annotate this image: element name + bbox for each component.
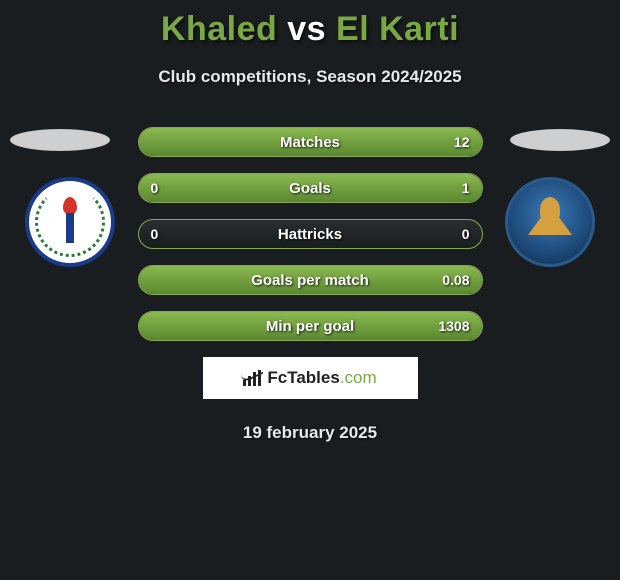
player1-shadow-ellipse (10, 129, 110, 151)
vs-separator: vs (287, 10, 326, 48)
snapshot-date: 19 february 2025 (0, 423, 620, 443)
stat-row: Min per goal1308 (138, 311, 483, 341)
comparison-title: Khaled vs El Karti (0, 0, 620, 49)
brand-name: FcTables (267, 368, 339, 387)
stat-row: Matches12 (138, 127, 483, 157)
stat-label: Min per goal (139, 318, 482, 335)
bar-chart-icon (243, 370, 263, 386)
comparison-body: Matches12 0Goals1 0Hattricks0 Goals per mat… (0, 127, 620, 443)
stat-row: 0Hattricks0 (138, 219, 483, 249)
player2-shadow-ellipse (510, 129, 610, 151)
stat-row: Goals per match0.08 (138, 265, 483, 295)
player1-club-badge (25, 177, 115, 267)
stat-label: Goals per match (139, 272, 482, 289)
player1-name: Khaled (161, 10, 277, 48)
stat-rows-container: Matches12 0Goals1 0Hattricks0 Goals per mat… (138, 127, 483, 341)
pyramids-icon (520, 197, 580, 247)
brand-watermark: FcTables.com (203, 357, 418, 399)
torch-icon (50, 197, 90, 247)
stat-label: Hattricks (139, 226, 482, 243)
player2-name: El Karti (336, 10, 459, 48)
brand-text: FcTables.com (267, 368, 376, 388)
player2-club-badge (505, 177, 595, 267)
stat-label: Matches (139, 134, 482, 151)
stat-row: 0Goals1 (138, 173, 483, 203)
competition-subtitle: Club competitions, Season 2024/2025 (0, 67, 620, 87)
stat-label: Goals (139, 180, 482, 197)
brand-suffix: .com (340, 368, 377, 387)
